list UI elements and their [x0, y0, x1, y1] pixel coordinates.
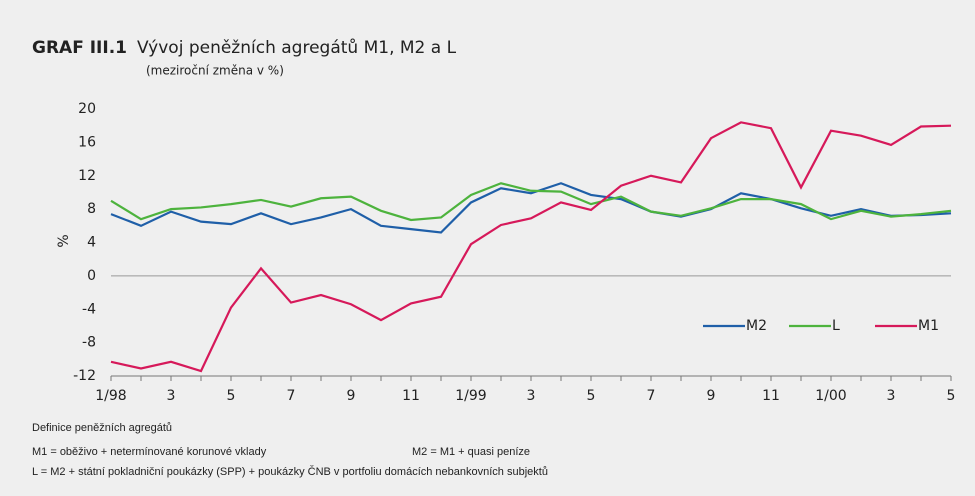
legend-label: M1 [918, 318, 939, 334]
note: L = M2 + státní pokladniční poukázky (SP… [32, 465, 548, 478]
y-tick-label: -12 [73, 368, 96, 384]
y-tick-label: 8 [87, 201, 96, 217]
note: M1 = oběživo + netermínované korunové vk… [32, 446, 267, 458]
y-tick-label: 16 [78, 134, 96, 150]
note: M2 = M1 + quasi peníze [412, 446, 530, 458]
x-tick-label: 3 [167, 388, 176, 404]
chart-subtitle: (meziroční změna v %) [146, 64, 284, 78]
x-tick-label: 7 [287, 388, 296, 404]
legend-label: M2 [746, 318, 767, 334]
y-tick-label: 0 [87, 268, 96, 284]
x-tick-label: 11 [402, 388, 420, 404]
y-tick-label: 4 [87, 235, 96, 251]
y-tick-label: -4 [82, 301, 96, 317]
x-tick-label: 1/00 [815, 388, 846, 404]
series-line [110, 182, 952, 234]
x-tick-label: 1/99 [455, 388, 486, 404]
y-tick-label: -8 [82, 335, 96, 351]
x-tick-label: 11 [762, 388, 780, 404]
legend-label: L [832, 318, 840, 334]
x-tick-label: 3 [887, 388, 896, 404]
series-line [110, 121, 952, 373]
x-tick-label: 5 [587, 388, 596, 404]
x-tick-label: 9 [707, 388, 716, 404]
y-axis-label: % [56, 234, 72, 247]
x-tick-label: 3 [527, 388, 536, 404]
y-tick-label: 20 [78, 101, 96, 117]
chart-title: Vývoj peněžních agregátů M1, M2 a L [137, 38, 457, 58]
x-tick-label: 9 [347, 388, 356, 404]
x-tick-label: 1/98 [95, 388, 126, 404]
chart-title-label: GRAF III.1 [32, 38, 127, 58]
x-tick-label: 5 [947, 388, 956, 404]
x-tick-label: 7 [647, 388, 656, 404]
x-tick-label: 5 [227, 388, 236, 404]
note-heading: Definice peněžních agregátů [32, 422, 172, 434]
y-tick-label: 12 [78, 168, 96, 184]
series-line [110, 182, 952, 222]
